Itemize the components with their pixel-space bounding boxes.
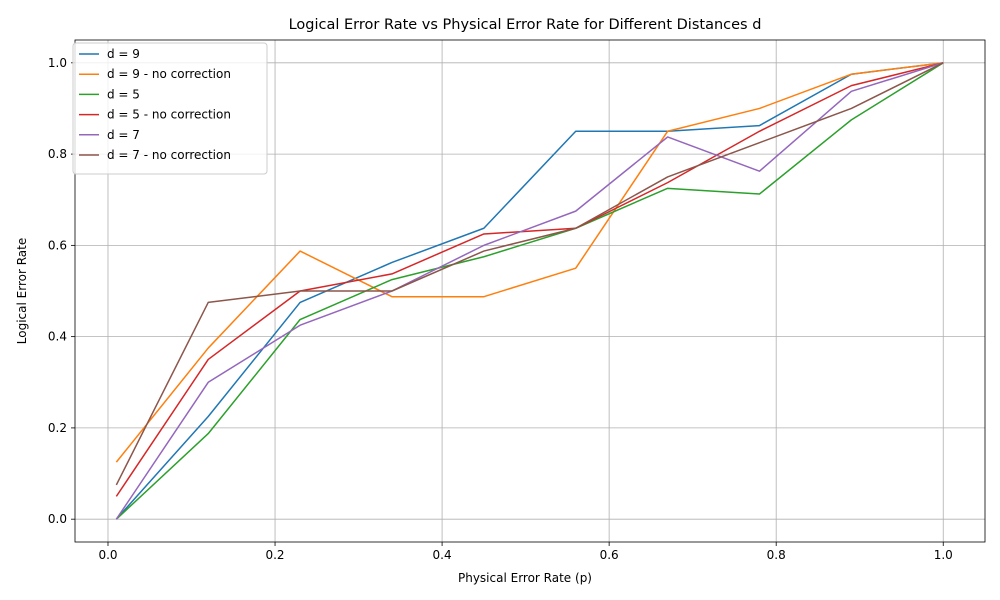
series-line-2 (115, 62, 944, 463)
y-tick-label: 0.6 (48, 238, 67, 252)
legend-label: d = 5 - no correction (107, 108, 231, 122)
y-tick-label: 1.0 (48, 56, 67, 70)
series-lines (115, 62, 944, 520)
series-line-3 (115, 62, 944, 520)
legend-label: d = 9 (107, 47, 140, 61)
legend-label: d = 5 (107, 87, 140, 101)
x-tick-label: 1.0 (934, 548, 953, 562)
series-line-4 (115, 62, 944, 497)
legend-label: d = 7 - no correction (107, 148, 231, 162)
chart-title: Logical Error Rate vs Physical Error Rat… (289, 17, 762, 33)
x-tick-label: 0.4 (433, 548, 452, 562)
legend: d = 9 d = 9 - no correction d = 5 d = 5 - n… (72, 42, 268, 175)
x-tick-label: 0.8 (767, 548, 786, 562)
x-tick-label: 0.6 (600, 548, 619, 562)
x-tick-label: 0.2 (265, 548, 284, 562)
y-tick-label: 0.0 (48, 512, 67, 526)
series-line-6 (115, 62, 944, 486)
series-line-1 (115, 62, 944, 520)
y-tick-label: 0.4 (48, 330, 67, 344)
x-axis-title: Physical Error Rate (p) (458, 571, 592, 585)
ticks: 0.0 0.2 0.4 0.6 0.8 1.0 0.0 0.2 0.4 0.6 0.8 1.0 (48, 56, 953, 562)
legend-box (72, 42, 268, 175)
y-tick-label: 0.2 (48, 421, 67, 435)
y-tick-label: 0.8 (48, 147, 67, 161)
grid (75, 40, 985, 542)
legend-label: d = 7 (107, 128, 140, 142)
x-tick-label: 0.0 (98, 548, 117, 562)
y-axis-title: Logical Error Rate (15, 238, 29, 344)
series-line-5 (115, 62, 944, 520)
plot-frame (74, 39, 986, 543)
legend-label: d = 9 - no correction (107, 67, 231, 81)
